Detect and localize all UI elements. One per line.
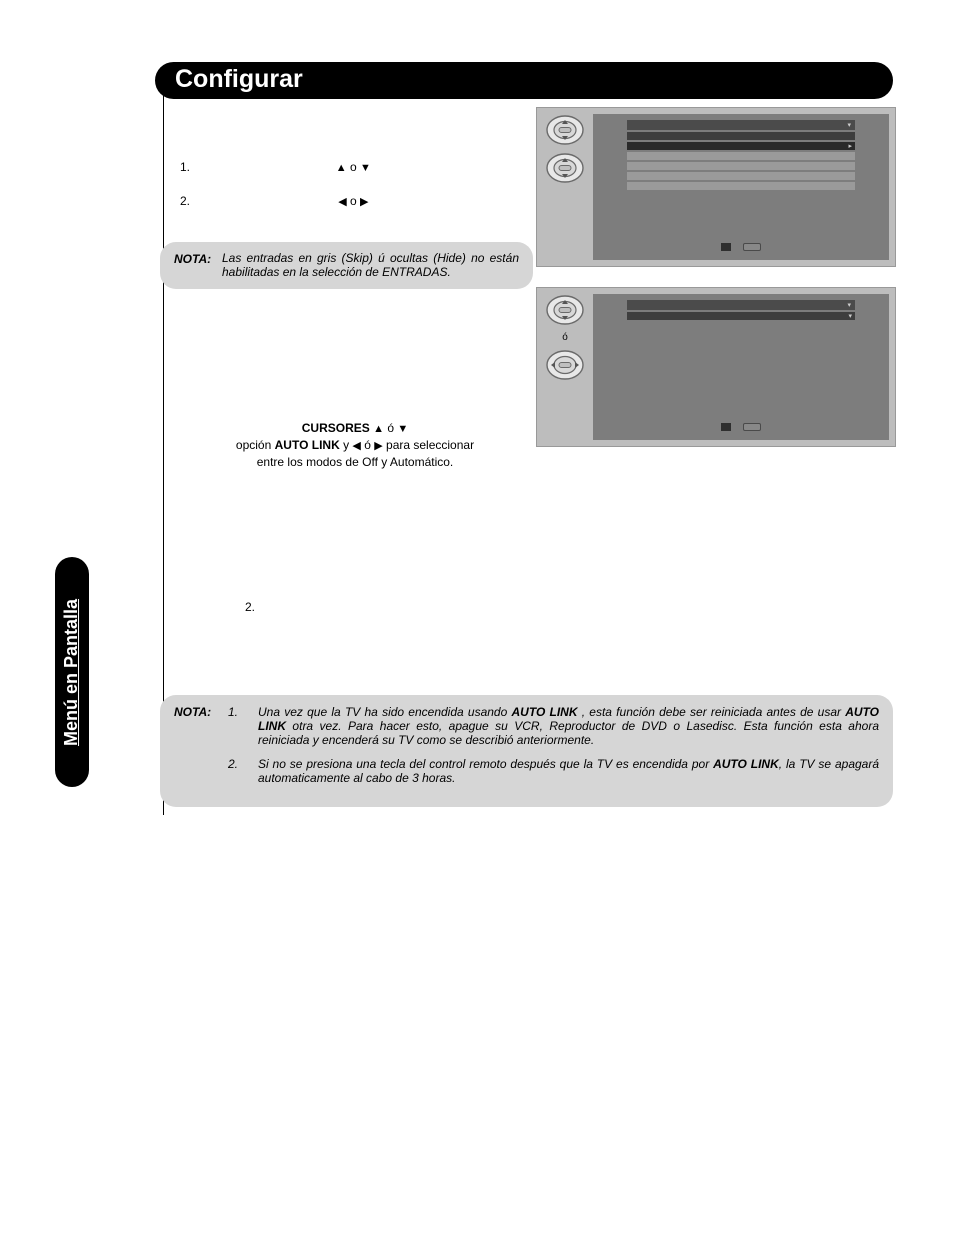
autolink-line-3: entre los modos de Off y Automático. bbox=[180, 454, 530, 470]
tv2-screen-inner: ▾ ▾ bbox=[593, 294, 889, 440]
chevron-down-icon: ▾ bbox=[848, 312, 852, 320]
tv1-bottom-bar bbox=[633, 242, 849, 252]
side-tab-label: Menú en Pantalla bbox=[62, 598, 83, 745]
side-tab: Menú en Pantalla bbox=[55, 557, 89, 787]
step-1: 1. ▲ o ▼ bbox=[180, 160, 530, 174]
tv1-remote-column bbox=[543, 114, 587, 184]
tv2-screen: ▾ ▾ bbox=[593, 294, 889, 440]
note-1-label: NOTA: bbox=[174, 252, 211, 266]
steps-column: 1. ▲ o ▼ 2. ◀ o ▶ bbox=[180, 160, 530, 228]
note-2-item-2: 2. Si no se presiona una tecla del contr… bbox=[242, 757, 879, 785]
tv2-bottom-bar bbox=[633, 422, 849, 432]
note-2-item-1: 1. Una vez que la TV ha sido encendida u… bbox=[242, 705, 879, 747]
remote-dpad-icon bbox=[545, 294, 585, 326]
select-icon bbox=[721, 243, 731, 251]
up-arrow-icon: ▲ bbox=[336, 162, 347, 174]
autolink-line-2: opción AUTO LINK y ◀ ó ▶ para selecciona… bbox=[180, 437, 530, 454]
remote-dpad-icon bbox=[545, 114, 585, 146]
menu-row bbox=[627, 152, 855, 160]
menu-row bbox=[627, 162, 855, 170]
enter-icon bbox=[743, 243, 761, 251]
n2-i1-b: AUTO LINK bbox=[512, 705, 578, 719]
autolink-sep-1: ó bbox=[387, 421, 397, 435]
tv2-menu-panel: ▾ ▾ bbox=[627, 300, 855, 366]
step-2-content: ◀ o ▶ bbox=[203, 194, 503, 208]
n2-i1-a: Una vez que la TV ha sido encendida usan… bbox=[258, 705, 512, 719]
page-title: Configurar bbox=[175, 65, 303, 93]
autolink-paragraph: CURSORES ▲ ó ▼ opción AUTO LINK y ◀ ó ▶ … bbox=[180, 420, 530, 470]
step-1-content: ▲ o ▼ bbox=[203, 160, 503, 174]
n2-i1-c: , esta función debe ser reiniciada antes… bbox=[578, 705, 846, 719]
page: Configurar bbox=[155, 62, 893, 99]
select-icon bbox=[721, 423, 731, 431]
note-2-item-1-num: 1. bbox=[228, 705, 238, 719]
menu-title-row: ▾ bbox=[627, 120, 855, 130]
step-2: 2. ◀ o ▶ bbox=[180, 194, 530, 208]
right-arrow-icon: ▶ bbox=[374, 440, 382, 452]
note-2-item-1-text: Una vez que la TV ha sido encendida usan… bbox=[258, 705, 879, 747]
up-arrow-icon: ▲ bbox=[373, 423, 384, 435]
autolink-opcion: opción bbox=[236, 438, 275, 452]
autolink-o2: ó bbox=[361, 438, 374, 452]
remote-dpad-icon bbox=[545, 349, 585, 381]
right-arrow-icon: ▶ bbox=[360, 196, 368, 208]
tv-figure-1: ▾ ▸ bbox=[536, 107, 896, 267]
menu-row bbox=[627, 182, 855, 190]
step-2-sep: o bbox=[350, 194, 360, 208]
chevron-down-icon: ▾ bbox=[847, 121, 851, 129]
tv2-separator-o: ó bbox=[562, 332, 568, 343]
n2-i2-a: Si no se presiona una tecla del control … bbox=[258, 757, 713, 771]
n2-i1-e: otra vez. Para hacer esto, apague su VCR… bbox=[258, 719, 879, 747]
menu-row: ▸ bbox=[627, 142, 855, 150]
lone-number-2: 2. bbox=[245, 600, 255, 614]
cursores-label: CURSORES bbox=[302, 421, 370, 435]
menu-row bbox=[627, 172, 855, 180]
step-1-sep: o bbox=[350, 160, 360, 174]
down-arrow-icon: ▼ bbox=[360, 162, 371, 174]
note-box-2: NOTA: 1. Una vez que la TV ha sido encen… bbox=[160, 695, 893, 807]
down-arrow-icon: ▼ bbox=[397, 423, 408, 435]
step-2-num: 2. bbox=[180, 194, 200, 208]
note-2-item-2-num: 2. bbox=[228, 757, 238, 771]
step-1-num: 1. bbox=[180, 160, 200, 174]
menu-row: ▾ bbox=[627, 312, 855, 320]
tv1-menu-panel: ▾ ▸ bbox=[627, 120, 855, 190]
tv1-screen: ▾ ▸ bbox=[593, 114, 889, 260]
autolink-line-1: CURSORES ▲ ó ▼ bbox=[180, 420, 530, 437]
note-2-item-2-text: Si no se presiona una tecla del control … bbox=[258, 757, 879, 785]
tv-figure-2: ó ▾ ▾ bbox=[536, 287, 896, 447]
left-arrow-icon: ◀ bbox=[338, 196, 346, 208]
note-1-text: Las entradas en gris (Skip) ú ocultas (H… bbox=[222, 251, 519, 279]
autolink-bold: AUTO LINK bbox=[275, 438, 340, 452]
n2-i2-b: AUTO LINK bbox=[713, 757, 779, 771]
left-arrow-icon: ◀ bbox=[352, 440, 360, 452]
tv1-screen-inner: ▾ ▸ bbox=[593, 114, 889, 260]
menu-title-row: ▾ bbox=[627, 300, 855, 310]
chevron-down-icon: ▾ bbox=[847, 301, 851, 309]
menu-gap bbox=[627, 320, 855, 366]
note-2-label: NOTA: bbox=[174, 705, 211, 719]
chevron-right-icon: ▸ bbox=[848, 142, 852, 150]
menu-row bbox=[627, 132, 855, 140]
remote-dpad-icon bbox=[545, 152, 585, 184]
enter-icon bbox=[743, 423, 761, 431]
autolink-y: y bbox=[340, 438, 353, 452]
autolink-tail: para seleccionar bbox=[383, 438, 474, 452]
tv2-remote-column: ó bbox=[543, 294, 587, 381]
page-title-bar: Configurar bbox=[155, 62, 893, 99]
note-box-1: NOTA: Las entradas en gris (Skip) ú ocul… bbox=[160, 242, 533, 289]
